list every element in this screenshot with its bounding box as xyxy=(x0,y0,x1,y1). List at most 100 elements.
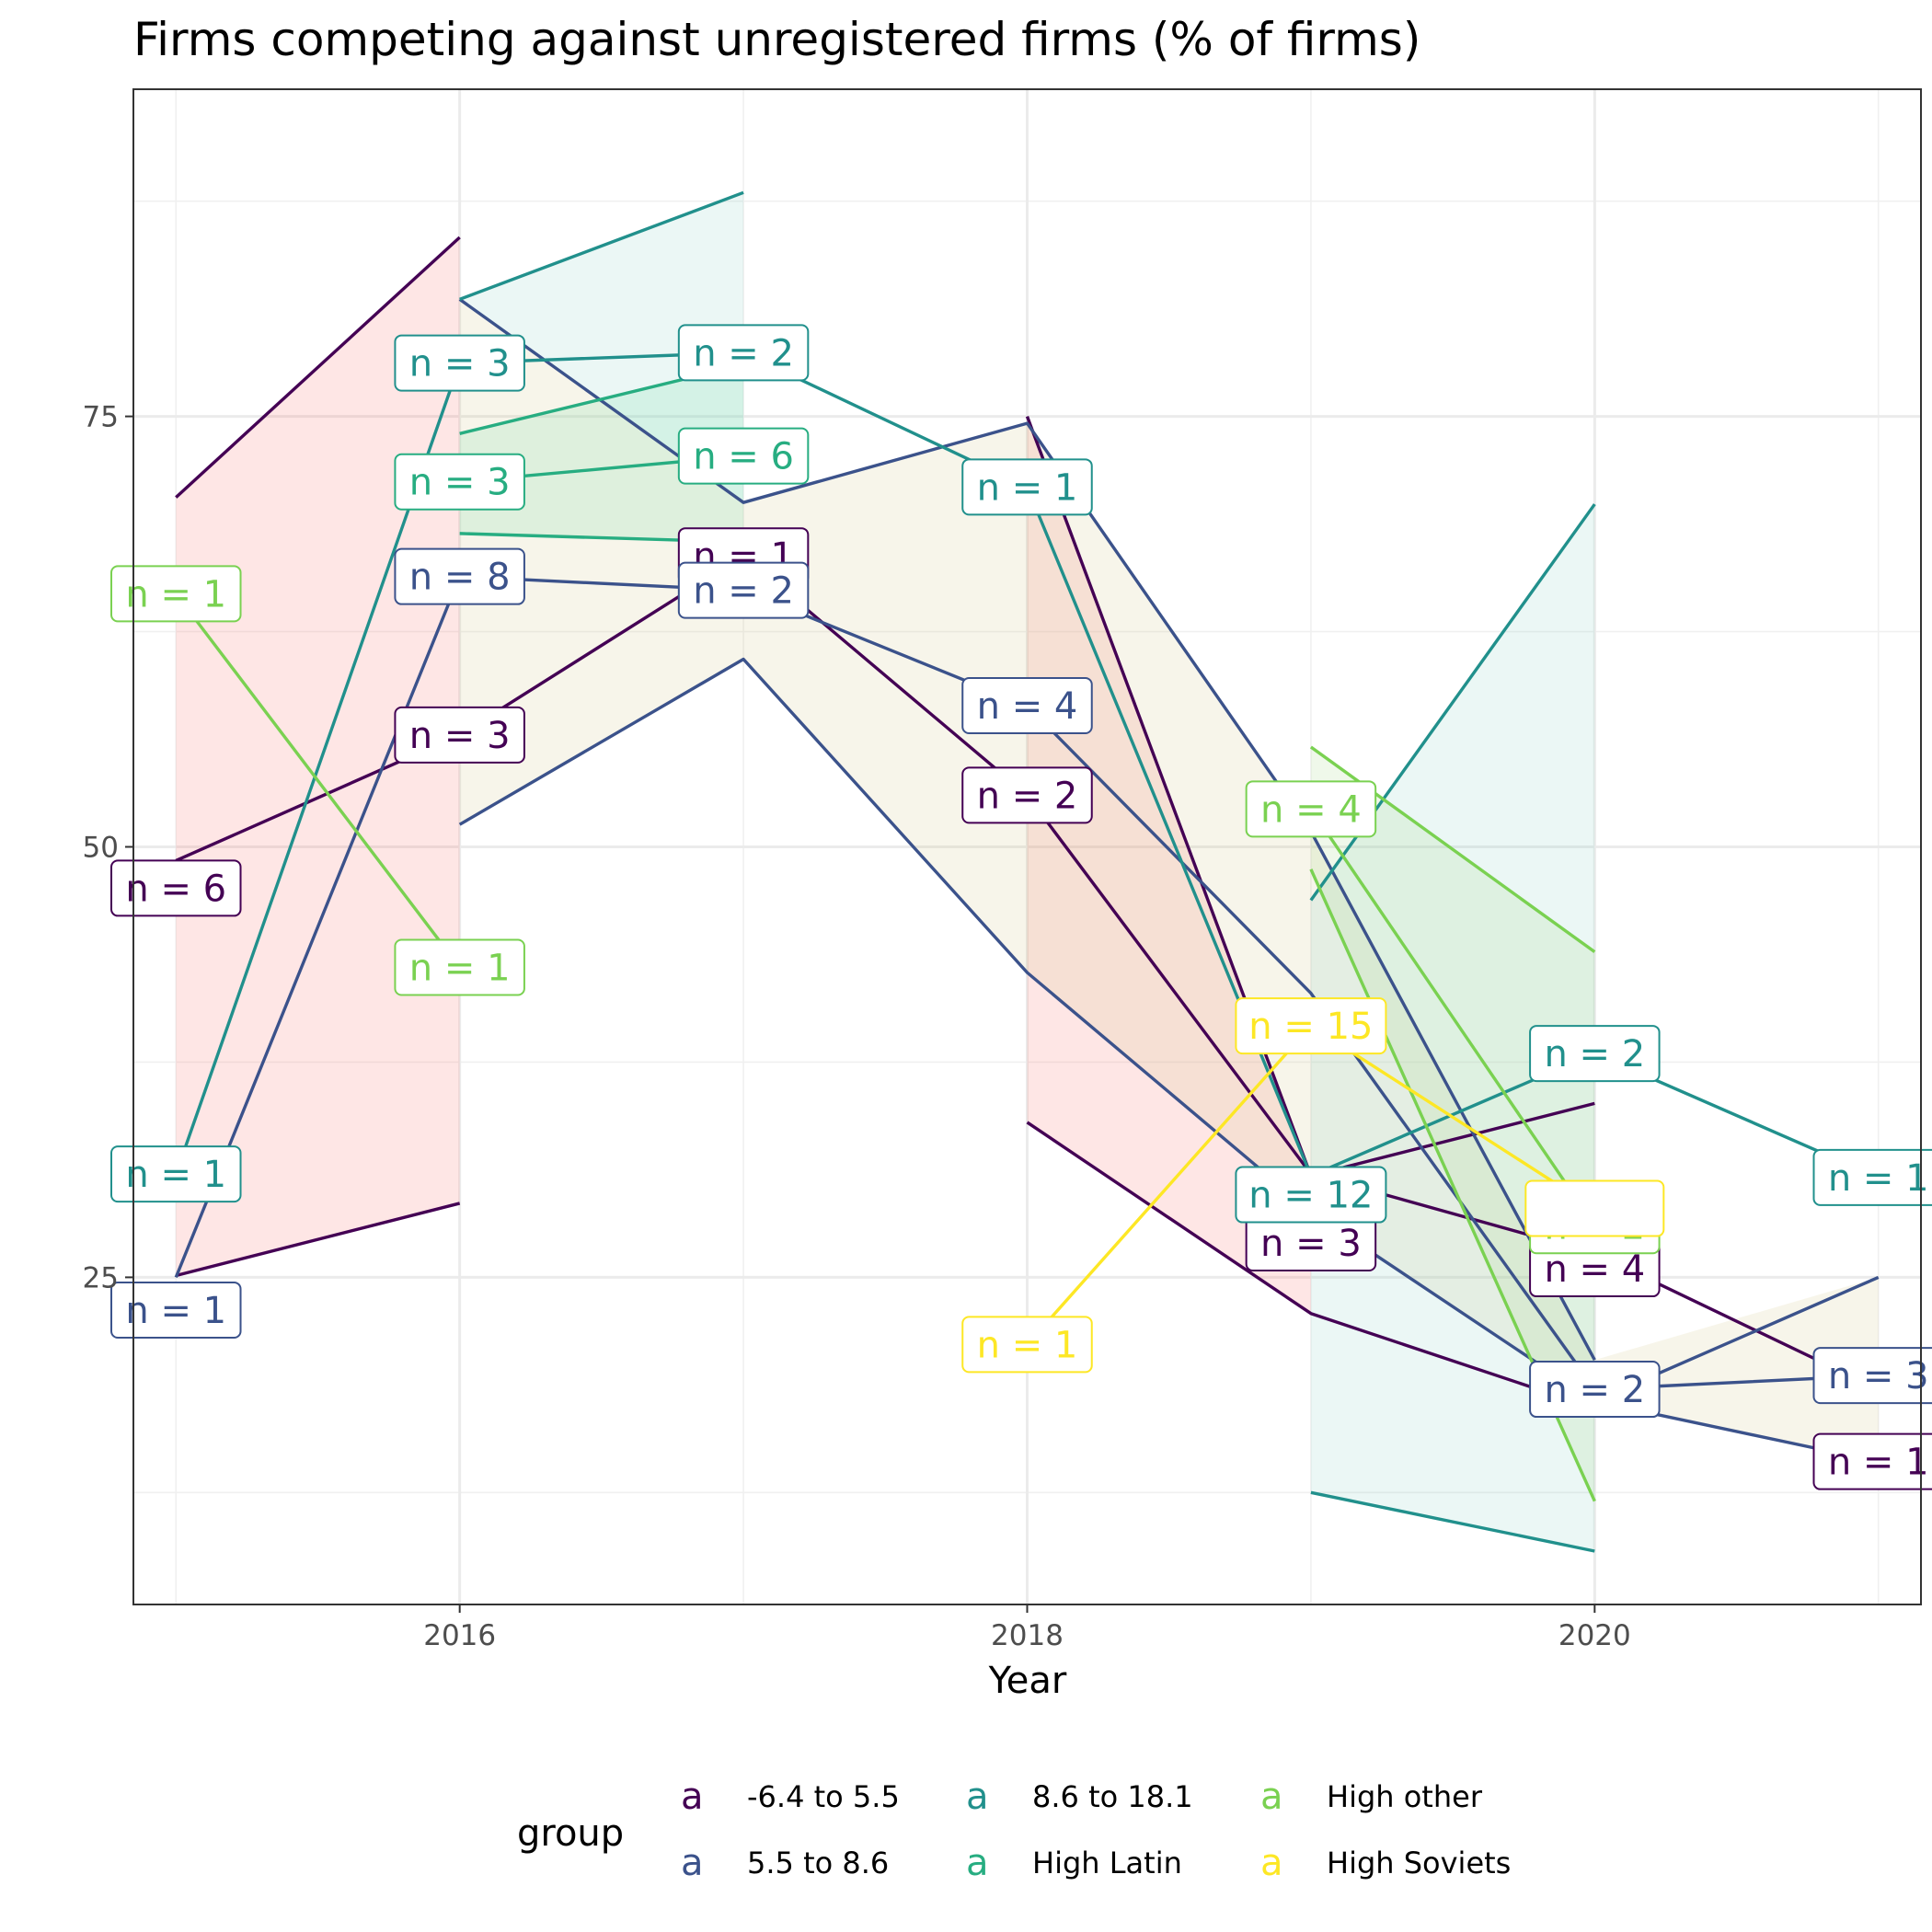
data-label: n = 1 xyxy=(394,938,525,996)
series-line xyxy=(175,1202,461,1278)
data-label-box xyxy=(110,565,242,623)
data-label: n = 12 xyxy=(1235,1166,1387,1224)
data-label-text: n = 2 xyxy=(1544,1033,1645,1075)
legend: group a -6.4 to 5.5 a 5.5 to 8.6 a 8.6 to 18.… xyxy=(517,1776,1511,1884)
data-label: n = 1 xyxy=(110,565,242,623)
legend-entry: -6.4 to 5.5 xyxy=(747,1779,900,1814)
data-label: n = 3 xyxy=(394,453,525,511)
y-tick-label: 50 xyxy=(83,832,119,865)
data-label: n = 1 xyxy=(110,1145,242,1203)
series-line xyxy=(459,190,744,301)
data-label-text: n = 1 xyxy=(977,466,1078,509)
legend-entry: High Latin xyxy=(1032,1846,1182,1880)
data-label: n = 8 xyxy=(394,547,525,605)
data-label-box xyxy=(1524,1179,1665,1237)
data-label-box xyxy=(1812,1347,1932,1405)
data-label: n = 2 xyxy=(677,561,810,619)
data-label-text: n = 3 xyxy=(1828,1355,1929,1397)
data-label-text: n = 1 xyxy=(409,948,511,990)
data-label-box xyxy=(110,1145,242,1203)
ribbon-band xyxy=(1027,416,1311,1314)
data-label: n = 3 xyxy=(394,334,525,392)
data-label-box xyxy=(394,706,525,764)
data-label-box xyxy=(961,458,1093,516)
data-label-text: n = 1 xyxy=(977,1324,1078,1366)
data-label-box xyxy=(394,938,525,996)
series-line xyxy=(458,297,1596,1362)
data-label: n = 6 xyxy=(677,427,810,485)
legend-key: a xyxy=(966,1842,989,1884)
data-label: n = 4 xyxy=(1529,1240,1661,1298)
series-line xyxy=(1026,1121,1595,1410)
data-label-box xyxy=(394,547,525,605)
ribbon-band xyxy=(176,236,460,1276)
data-label-text: n = 8 xyxy=(409,557,511,599)
data-label-box xyxy=(961,766,1093,824)
ribbon-band xyxy=(459,299,1879,1462)
x-tick-label: 2018 xyxy=(991,1619,1064,1652)
data-label: n = 2 xyxy=(1529,1361,1661,1419)
legend-key: a xyxy=(1260,1842,1283,1884)
data-label: n = 1 xyxy=(1812,1148,1932,1206)
data-label-box xyxy=(677,427,810,485)
data-label: n = 4 xyxy=(961,677,1093,735)
x-axis-title: Year xyxy=(988,1660,1067,1702)
plot-panel: n = 6 n = 3 n = 1 n = 2 n = 3 n = 4 n = 1 n = 1… xyxy=(83,88,1932,1652)
data-label-box xyxy=(1812,1432,1932,1490)
data-label-text: n = 1 xyxy=(125,1154,226,1196)
legend-key: a xyxy=(1260,1776,1283,1818)
chart-title: Firms competing against unregistered fir… xyxy=(133,13,1420,66)
data-label-box xyxy=(394,334,525,392)
y-tick-label: 25 xyxy=(83,1261,119,1294)
data-label-text: n = 1 xyxy=(125,573,226,615)
data-label-text: n = 3 xyxy=(409,715,511,757)
data-label-text: n = 4 xyxy=(1544,1248,1645,1291)
legend-entry: High other xyxy=(1327,1779,1483,1814)
legend-key: a xyxy=(966,1776,989,1818)
x-tick-label: 2020 xyxy=(1558,1619,1631,1652)
data-label-box xyxy=(1529,1361,1661,1419)
data-label: n = 6 xyxy=(110,859,242,917)
data-label-text: n = 4 xyxy=(977,685,1078,728)
data-label-box xyxy=(110,859,242,917)
data-label: n = 4 xyxy=(1245,780,1377,838)
ribbon-band xyxy=(459,192,744,503)
data-label-box xyxy=(677,324,810,382)
data-label-box xyxy=(1235,1166,1387,1224)
data-label-text: n = 4 xyxy=(1260,788,1362,831)
data-label-text: n = 2 xyxy=(693,570,794,613)
data-label-text: n = 15 xyxy=(1248,1006,1373,1048)
data-label-text: n = 2 xyxy=(693,332,794,374)
data-label: n = 1 xyxy=(961,1316,1093,1374)
data-label-box xyxy=(1235,997,1387,1055)
ribbon-band xyxy=(1310,746,1595,1501)
series-line xyxy=(1309,808,1596,1227)
data-label-text: n = 1 xyxy=(1828,1442,1929,1484)
data-label: n = 15 xyxy=(1235,997,1387,1055)
data-label-text: n = 12 xyxy=(1248,1175,1373,1217)
data-label-text: n = 3 xyxy=(1260,1223,1362,1265)
data-label: n = 3 xyxy=(394,706,525,764)
ribbon-band xyxy=(459,364,744,543)
data-label-box xyxy=(677,561,810,619)
series-line xyxy=(175,236,461,499)
data-label: n = 1 xyxy=(961,458,1093,516)
series-line xyxy=(174,592,462,969)
data-label-box xyxy=(110,1281,242,1339)
series-line xyxy=(1310,1101,1595,1178)
legend-entry: High Soviets xyxy=(1327,1846,1511,1880)
data-label-text: n = 1 xyxy=(1828,1157,1929,1200)
data-label-text: n = 2 xyxy=(1544,1369,1645,1411)
series-line xyxy=(1310,1490,1595,1553)
data-label-text: n = 3 xyxy=(409,343,511,385)
data-label-box xyxy=(1529,1025,1661,1083)
data-label-box xyxy=(961,1316,1093,1374)
data-label: n = 3 xyxy=(1812,1347,1932,1405)
y-tick-label: 75 xyxy=(83,401,119,434)
legend-entry: 5.5 to 8.6 xyxy=(747,1846,889,1880)
data-label-text: n = 6 xyxy=(125,868,226,910)
data-label-box xyxy=(1812,1148,1932,1206)
data-label-box xyxy=(1245,780,1377,838)
